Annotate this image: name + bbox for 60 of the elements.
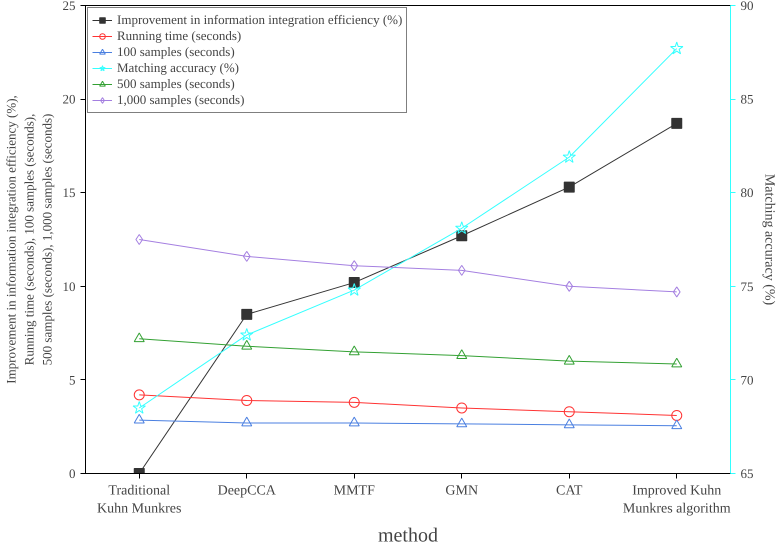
- y2-tick-label: 75: [740, 278, 754, 294]
- y-tick-label: 25: [62, 0, 76, 13]
- y2-tick-label: 65: [740, 466, 754, 481]
- legend-label: 1,000 samples (seconds): [117, 92, 244, 108]
- y2-axis-title: Matching accuracy (%): [762, 174, 776, 306]
- point: [564, 354, 575, 365]
- point: [671, 419, 682, 430]
- legend-label: Running time (seconds): [117, 28, 242, 44]
- legend-label: 500 samples (seconds): [117, 76, 235, 92]
- point: [455, 221, 468, 234]
- point: [348, 283, 361, 296]
- y-tick-label: 15: [62, 185, 76, 200]
- y-tick-label: 10: [62, 278, 76, 294]
- x-tick-label: Improved Kuhn Munkres algorithm: [622, 484, 731, 516]
- point: [564, 418, 575, 428]
- x-tick-label: GMN: [445, 484, 478, 498]
- point: [562, 150, 576, 163]
- y2-tick-label: 70: [740, 372, 754, 388]
- point: [240, 328, 254, 341]
- point: [564, 182, 575, 193]
- point: [670, 42, 684, 54]
- point: [348, 346, 360, 356]
- x-axis-title: method: [378, 524, 438, 546]
- x-tick-label: DeepCCA: [218, 484, 277, 498]
- point: [241, 416, 252, 426]
- point: [241, 308, 252, 320]
- point: [241, 340, 252, 350]
- point: [241, 395, 252, 406]
- x-tick-label: MMTF: [334, 484, 376, 498]
- y-tick-label: 0: [69, 466, 76, 481]
- point: [671, 358, 682, 368]
- x-tick-label: CAT: [556, 484, 583, 498]
- point: [348, 416, 360, 426]
- legend-label: Matching accuracy (%): [117, 60, 239, 76]
- y2-tick-label: 80: [740, 185, 754, 200]
- point: [671, 118, 682, 129]
- y-tick-label: 5: [69, 372, 76, 388]
- point: [242, 250, 251, 262]
- legend-label: 100 samples (seconds): [117, 44, 235, 60]
- y2-tick-label: 85: [740, 92, 754, 107]
- point: [456, 402, 468, 414]
- point: [565, 280, 574, 292]
- point: [458, 264, 466, 276]
- point: [134, 414, 145, 424]
- point: [456, 349, 468, 359]
- point: [134, 332, 145, 342]
- y2-tick-label: 90: [740, 0, 754, 13]
- point: [671, 410, 682, 421]
- point: [135, 234, 144, 245]
- point: [672, 286, 681, 298]
- point: [134, 389, 145, 400]
- point: [132, 400, 146, 414]
- point: [456, 418, 468, 428]
- y-tick-label: 20: [62, 92, 76, 107]
- point: [350, 260, 358, 272]
- x-tick-label: Traditional Kuhn Munkres: [97, 484, 182, 516]
- y-axis-title: Improvement in information integration efficiency (%), Running time (seconds), 100 samples (seconds), 500 samples (seconds), 1,000 samples (seconds): [4, 95, 54, 384]
- point: [564, 406, 575, 418]
- point: [348, 396, 360, 408]
- legend-label: Improvement in information integration efficiency (%): [117, 12, 402, 28]
